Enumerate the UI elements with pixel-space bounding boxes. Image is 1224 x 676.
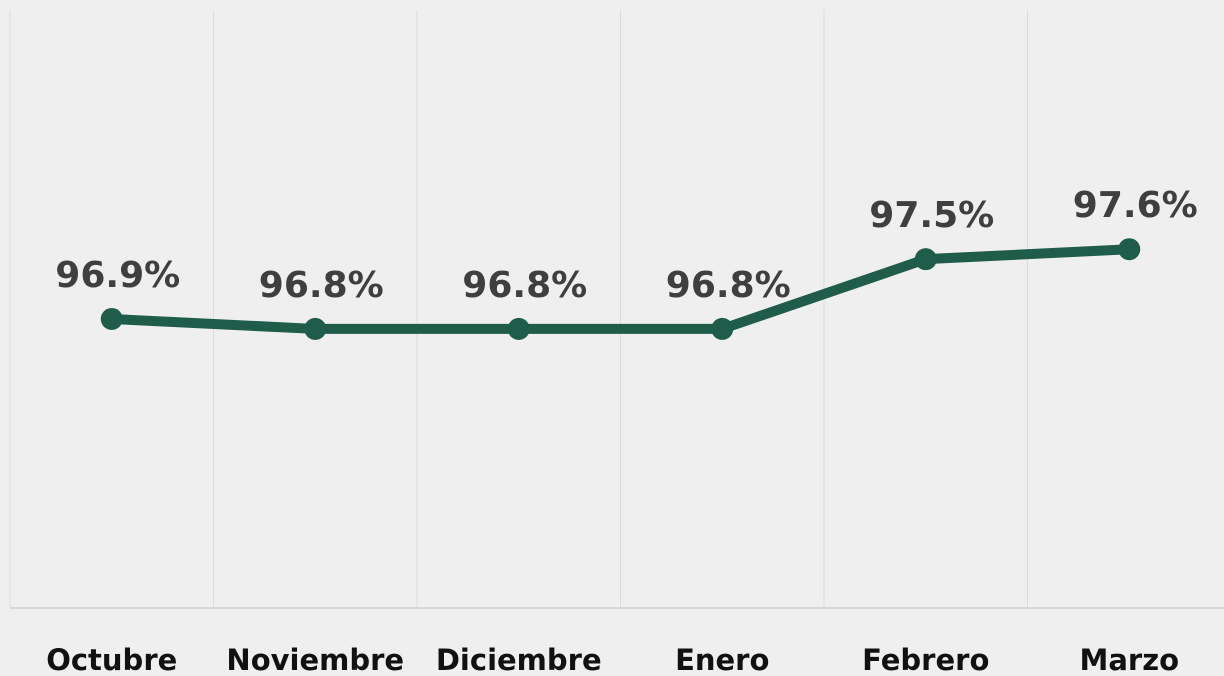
x-tick-label: Marzo (1079, 643, 1179, 676)
data-label: 97.5% (869, 195, 994, 236)
line (106, 244, 1135, 334)
x-tick-label: Noviembre (226, 643, 404, 676)
data-label: 96.8% (259, 265, 384, 306)
data-label: 96.9% (55, 255, 180, 296)
x-tick-label: Diciembre (436, 643, 602, 676)
data-label: 96.8% (666, 265, 791, 306)
point (1118, 238, 1141, 261)
point (507, 317, 530, 340)
point (711, 317, 734, 340)
data-label: 96.8% (462, 265, 587, 306)
x-tick-label: Febrero (862, 643, 989, 676)
x-tick-label: Octubre (46, 643, 177, 676)
point (914, 248, 937, 271)
x-tick-label: Enero (675, 643, 769, 676)
point (304, 317, 327, 340)
data-label: 97.6% (1073, 185, 1198, 226)
point (100, 307, 123, 330)
